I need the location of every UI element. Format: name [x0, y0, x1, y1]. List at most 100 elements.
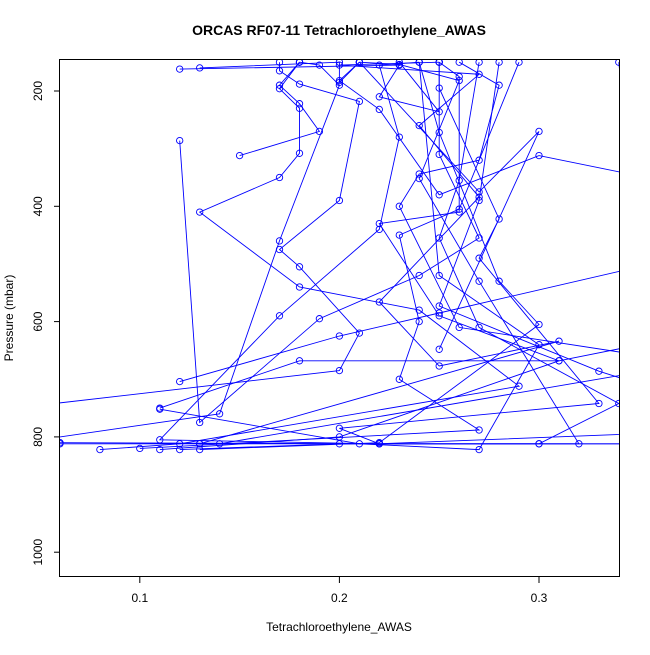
data-point [415, 60, 423, 66]
data-point [475, 426, 483, 434]
data-point [395, 61, 403, 69]
data-point [455, 323, 463, 332]
data-point [535, 127, 543, 136]
data-point [215, 410, 224, 418]
data-point [435, 150, 443, 159]
chart-title: ORCAS RF07-11 Tetrachloroethylene_AWAS [192, 22, 486, 38]
data-point [455, 176, 463, 185]
data-point [395, 60, 403, 66]
data-point [415, 306, 423, 314]
data-point [335, 424, 344, 432]
series-line [60, 62, 360, 404]
series-line [239, 61, 321, 157]
series-line [339, 62, 620, 445]
series-line [179, 62, 480, 424]
series-19 [235, 60, 324, 160]
x-tick-label: 0.3 [531, 591, 548, 605]
data-point [435, 309, 443, 317]
y-tick-label: 800 [31, 427, 45, 447]
data-point [295, 100, 304, 108]
data-point [415, 271, 423, 280]
data-point [176, 136, 184, 145]
data-point [435, 362, 443, 370]
data-point [475, 60, 483, 66]
series-11 [176, 60, 620, 386]
data-point [275, 60, 284, 66]
data-point [315, 315, 324, 323]
data-point [335, 78, 344, 87]
data-point [275, 245, 284, 254]
data-point [375, 219, 383, 228]
y-tick-label: 400 [31, 196, 45, 216]
y-tick-label: 600 [31, 311, 45, 331]
data-point [295, 149, 304, 157]
data-point [455, 208, 463, 216]
data-point [535, 151, 543, 160]
data-point [435, 128, 443, 137]
series-6 [60, 60, 364, 404]
series-10 [156, 60, 563, 454]
data-point [475, 156, 483, 164]
data-point [535, 320, 543, 329]
data-point [475, 277, 483, 285]
data-point [435, 271, 443, 280]
data-point [355, 97, 364, 106]
data-point [196, 64, 204, 72]
data-point [315, 127, 324, 136]
data-point [555, 357, 563, 365]
series-line [159, 61, 620, 409]
series-line [99, 61, 521, 451]
series-17 [196, 60, 543, 454]
data-point [156, 405, 164, 413]
data-point [475, 188, 483, 196]
data-point [475, 445, 483, 454]
data-point [235, 151, 244, 160]
data-point [435, 108, 443, 116]
series-18 [355, 60, 543, 353]
data-point [196, 418, 204, 427]
data-point [196, 445, 204, 454]
series-line [199, 62, 540, 451]
series-20 [176, 60, 443, 116]
data-point [595, 367, 603, 375]
series-line [159, 61, 561, 451]
data-point [515, 60, 523, 66]
data-point [415, 317, 423, 326]
x-tick-label: 0.2 [331, 591, 348, 605]
data-point [495, 215, 503, 223]
data-point [535, 341, 543, 349]
data-point [375, 105, 383, 114]
data-point [295, 357, 304, 365]
series-line [179, 61, 441, 113]
data-point [475, 70, 483, 78]
data-point [375, 93, 383, 101]
data-point [355, 329, 364, 337]
data-layer [60, 60, 620, 454]
data-point [295, 60, 304, 66]
data-point [555, 337, 563, 345]
data-point [315, 61, 324, 69]
y-tick-label: 200 [31, 81, 45, 101]
data-point [335, 60, 344, 66]
data-point [535, 440, 543, 448]
y-axis-label: Pressure (mbar) [2, 275, 16, 362]
data-point [455, 60, 463, 66]
data-point [355, 60, 364, 66]
data-point [295, 263, 304, 271]
series-line [199, 61, 360, 84]
series-line [60, 61, 560, 445]
data-point [475, 196, 483, 205]
data-point [615, 399, 620, 408]
series-21 [196, 60, 364, 87]
series-line [159, 62, 540, 451]
data-point [196, 440, 204, 448]
data-point [435, 302, 443, 310]
data-point [275, 81, 284, 89]
data-point [60, 439, 64, 447]
data-point [295, 80, 304, 88]
x-axis-label: Tetrachloroethylene_AWAS [266, 620, 412, 634]
data-point [215, 440, 224, 448]
